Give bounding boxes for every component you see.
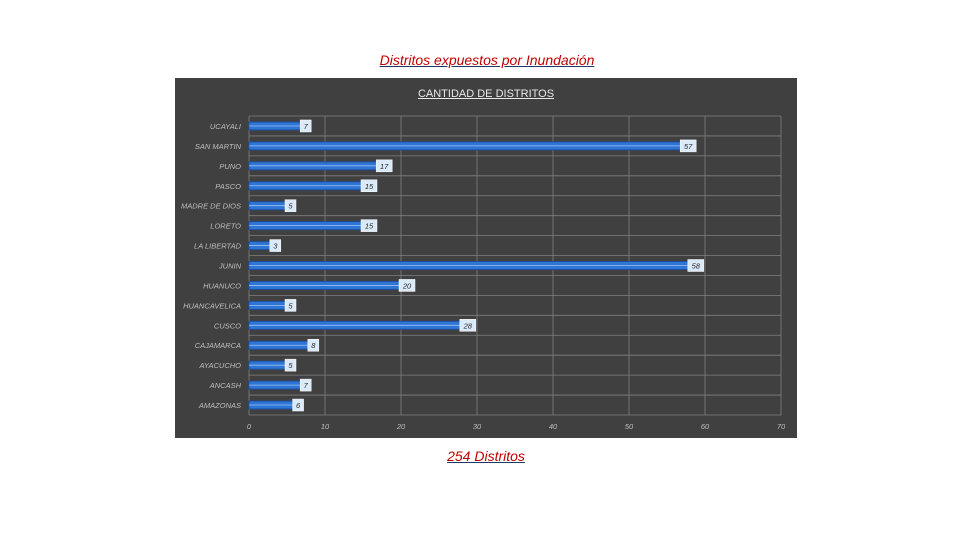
data-label-box <box>687 259 705 272</box>
data-label-box <box>459 319 477 332</box>
data-label-box <box>292 398 304 412</box>
category-label: CUSCO <box>214 321 241 330</box>
chart-title: CANTIDAD DE DISTRITOS <box>417 88 555 100</box>
data-label: 6 <box>296 401 301 410</box>
data-label-box <box>284 299 297 312</box>
data-label-box <box>679 139 697 153</box>
category-label: AMAZONAS <box>198 401 241 410</box>
x-tick-label: 30 <box>473 422 482 431</box>
data-label: 8 <box>311 341 316 350</box>
x-tick-label: 50 <box>625 422 634 431</box>
data-label-box <box>360 219 378 232</box>
category-label: LORETO <box>210 222 241 231</box>
category-label: CAJAMARCA <box>195 341 241 350</box>
x-tick-label: 0 <box>247 422 252 431</box>
category-label: UCAYALI <box>210 122 241 131</box>
data-label: 3 <box>273 242 278 251</box>
data-label: 15 <box>365 182 374 191</box>
x-tick-label: 60 <box>701 422 710 431</box>
data-label-box <box>307 338 320 352</box>
total-districts-label: 254 Distritos <box>447 448 525 464</box>
x-tick-label: 20 <box>396 422 406 431</box>
x-tick-label: 70 <box>777 422 786 431</box>
category-label: MADRE DE DIOS <box>181 202 241 211</box>
chart-panel: CANTIDAD DE DISTRITOS 0 10 20 30 40 50 60 70 UCA… <box>175 78 797 438</box>
category-label: AYACUCHO <box>198 361 241 370</box>
category-label: JUNIN <box>218 262 242 271</box>
data-label: 5 <box>288 301 293 310</box>
data-label: 7 <box>304 122 309 131</box>
data-label: 57 <box>684 142 693 151</box>
category-label: SAN MARTIN <box>195 142 242 151</box>
category-label: HUANCAVELICA <box>183 301 241 310</box>
data-label-box <box>360 179 378 193</box>
data-label: 28 <box>463 321 473 330</box>
category-label: LA LIBERTAD <box>194 242 242 251</box>
data-label: 7 <box>304 381 309 390</box>
data-label: 5 <box>288 361 293 370</box>
category-label: ANCASH <box>209 381 242 390</box>
category-label: PASCO <box>215 182 241 191</box>
data-label: 17 <box>380 162 389 171</box>
data-label: 58 <box>692 262 701 271</box>
data-label: 20 <box>402 281 412 290</box>
data-label: 5 <box>288 202 293 211</box>
data-label-box <box>398 279 416 292</box>
data-label-box <box>284 199 297 212</box>
data-label-box <box>299 119 312 133</box>
data-label-box <box>299 378 312 392</box>
x-tick-label: 10 <box>321 422 330 431</box>
data-label-box <box>284 358 297 372</box>
slide-title: Distritos expuestos por Inundación <box>379 52 595 68</box>
x-tick-label: 40 <box>549 422 558 431</box>
data-label: 15 <box>365 222 374 231</box>
data-label-box <box>375 159 393 173</box>
category-label: PUNO <box>219 162 241 171</box>
data-label-box <box>269 239 282 252</box>
category-label: HUANUCO <box>203 281 241 290</box>
